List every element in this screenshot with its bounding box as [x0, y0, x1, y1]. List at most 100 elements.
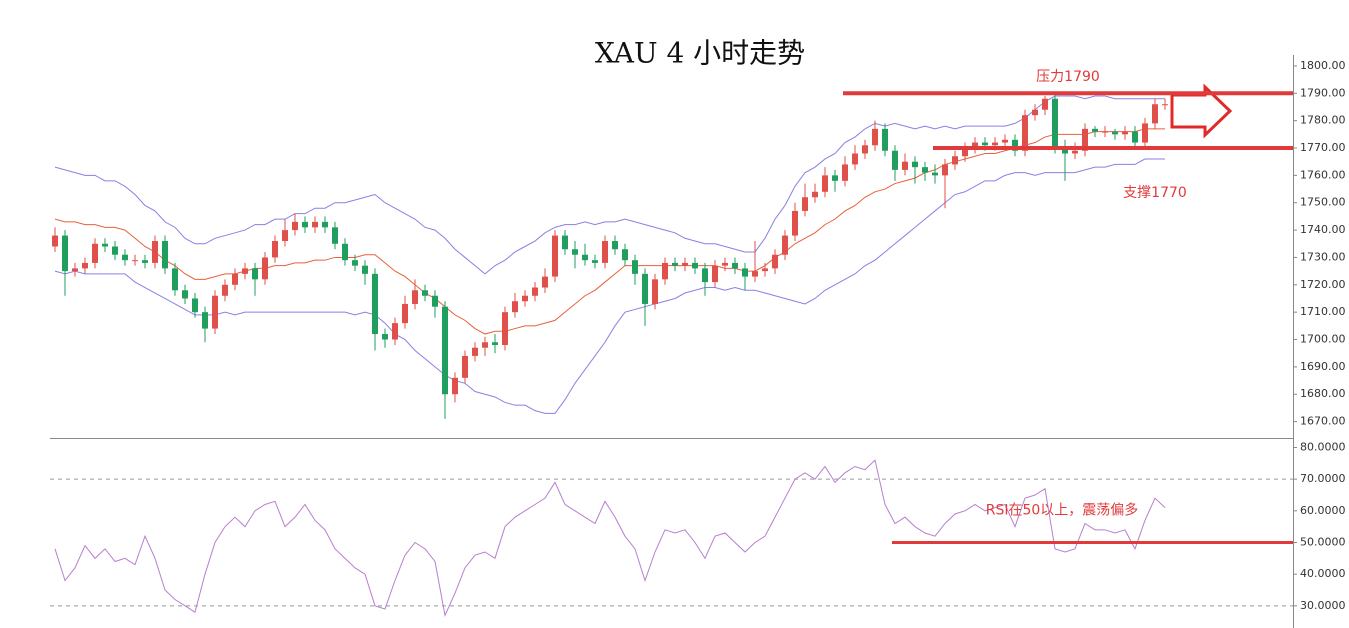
- candle-body: [872, 128, 878, 146]
- candle-body: [212, 295, 218, 329]
- candle-body: [1162, 104, 1168, 106]
- candle-body: [482, 342, 488, 348]
- candle-body: [142, 260, 148, 263]
- candle-body: [72, 268, 78, 272]
- candle-body: [702, 268, 708, 283]
- candle-body: [672, 262, 678, 266]
- candle-body: [292, 221, 298, 231]
- candle-body: [732, 262, 738, 269]
- candle-body: [992, 142, 998, 146]
- candle-body: [582, 254, 588, 261]
- candle-body: [82, 262, 88, 269]
- candle-body: [632, 260, 638, 274]
- y-tick-label: 80.0000: [1300, 441, 1346, 454]
- candle-body: [1112, 131, 1118, 135]
- candle-body: [502, 312, 508, 345]
- candle-body: [1092, 128, 1098, 132]
- candle-body: [242, 268, 248, 274]
- candle-body: [92, 243, 98, 263]
- candle-body: [102, 243, 108, 247]
- candle-body: [1032, 109, 1038, 116]
- candle-body: [932, 172, 938, 176]
- candle-body: [192, 298, 198, 313]
- candle-body: [1052, 98, 1058, 149]
- bollinger-upper: [54, 95, 1165, 275]
- candle-body: [422, 290, 428, 296]
- candle-body: [602, 241, 608, 263]
- candle-body: [62, 235, 68, 272]
- candle-body: [562, 235, 568, 250]
- candle-body: [262, 257, 268, 280]
- candle-body: [1142, 123, 1148, 143]
- candle-body: [522, 295, 528, 302]
- level-label: RSI在50以上，震荡偏多: [986, 502, 1139, 519]
- candle-body: [392, 323, 398, 340]
- candle-body: [1072, 150, 1078, 154]
- candle-body: [282, 230, 288, 242]
- candle-body: [722, 262, 728, 266]
- candle-body: [892, 150, 898, 170]
- candle-body: [312, 221, 318, 228]
- candle-body: [232, 273, 238, 285]
- candle-body: [852, 153, 858, 165]
- candle-body: [612, 241, 618, 250]
- candle-body: [1122, 131, 1128, 135]
- y-tick-label: 1700.00: [1300, 333, 1346, 346]
- candle-body: [112, 246, 118, 255]
- candle-body: [742, 268, 748, 277]
- y-tick-label: 1760.00: [1300, 168, 1346, 181]
- y-tick-label: 1720.00: [1300, 278, 1346, 291]
- candle-body: [272, 241, 278, 258]
- candle-body: [712, 265, 718, 283]
- candle-body: [572, 249, 578, 255]
- candle-body: [152, 241, 158, 263]
- candle-body: [362, 265, 368, 274]
- y-tick-label: 1730.00: [1300, 250, 1346, 263]
- y-tick-label: 50.0000: [1300, 536, 1346, 549]
- candle-body: [1102, 131, 1108, 133]
- chart-title: XAU 4 小时走势: [595, 37, 805, 70]
- candle-body: [1132, 131, 1138, 143]
- candle-body: [842, 164, 848, 181]
- y-tick-label: 40.0000: [1300, 567, 1346, 580]
- candle-body: [432, 295, 438, 307]
- y-tick-label: 1790.00: [1300, 86, 1346, 99]
- candle-body: [552, 235, 558, 277]
- candle-body: [1082, 128, 1088, 151]
- y-tick-label: 1800.00: [1300, 59, 1346, 72]
- candle-body: [952, 156, 958, 165]
- level-label: 压力1790: [1036, 69, 1100, 85]
- candle-body: [692, 262, 698, 269]
- y-tick-label: 1710.00: [1300, 305, 1346, 318]
- candle-body: [452, 377, 458, 395]
- candle-body: [972, 142, 978, 149]
- bollinger-middle: [54, 128, 1165, 335]
- candle-body: [642, 273, 648, 304]
- candle-body: [882, 128, 888, 151]
- candle-body: [592, 260, 598, 263]
- candle-body: [862, 145, 868, 154]
- candle-body: [622, 249, 628, 261]
- bollinger-lower: [54, 158, 1165, 414]
- candle-body: [182, 290, 188, 299]
- candle-body: [442, 306, 448, 395]
- candle-body: [222, 284, 228, 296]
- level-label: 支撑1770: [1123, 185, 1187, 201]
- candle-body: [542, 276, 548, 288]
- candle-body: [382, 334, 388, 340]
- candle-body: [922, 167, 928, 173]
- candle-body: [352, 260, 358, 266]
- candle-body: [402, 303, 408, 324]
- candle-body: [662, 262, 668, 280]
- candle-body: [132, 260, 138, 262]
- candle-body: [752, 271, 758, 277]
- candle-body: [172, 268, 178, 291]
- candle-body: [682, 262, 688, 266]
- candle-body: [962, 148, 968, 157]
- y-tick-label: 1690.00: [1300, 360, 1346, 373]
- candle-body: [372, 273, 378, 335]
- y-tick-label: 1780.00: [1300, 114, 1346, 127]
- candle-body: [772, 254, 778, 269]
- candle-body: [1062, 148, 1068, 154]
- y-tick-label: 30.0000: [1300, 599, 1346, 612]
